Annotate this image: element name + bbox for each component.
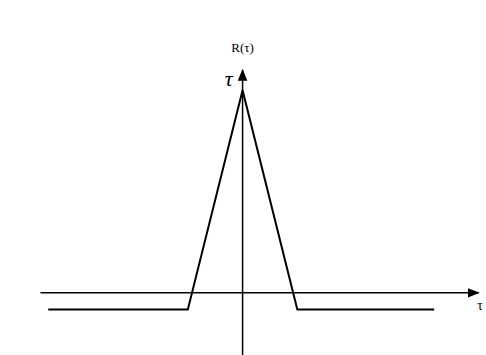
x-axis-line <box>41 292 479 294</box>
y-axis-line <box>242 70 244 355</box>
chart: R(τ) τ τ <box>0 0 486 355</box>
data-line <box>48 90 434 309</box>
y-axis-label: R(τ) <box>231 40 254 55</box>
x-axis-label: τ <box>477 298 483 313</box>
x-axis <box>41 292 479 293</box>
annotation: τ <box>225 66 234 91</box>
plot-area <box>48 90 434 309</box>
y-axis <box>242 70 243 355</box>
